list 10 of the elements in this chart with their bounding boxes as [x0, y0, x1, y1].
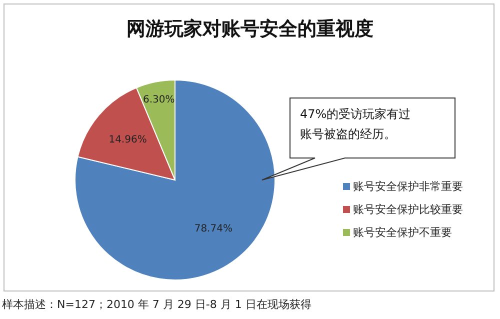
text: 47%的受访玩家有过账号被盗的经历。 [300, 107, 411, 141]
pie-slice [74, 80, 276, 280]
chart-title: 网游玩家对账号安全的重视度 [126, 18, 374, 40]
data-label: 6.30% [142, 94, 175, 106]
legend-label: 账号安全保护不重要 [353, 226, 452, 240]
legend-label: 账号安全保护非常重要 [353, 180, 463, 194]
data-label: 14.96% [108, 134, 147, 146]
text: 样本描述：N=127；2010 年 7 月 29 日-8 月 1 日在现场获得 [2, 298, 312, 311]
legend-label: 账号安全保护比较重要 [353, 203, 463, 216]
data-label: 78.74% [194, 223, 232, 234]
